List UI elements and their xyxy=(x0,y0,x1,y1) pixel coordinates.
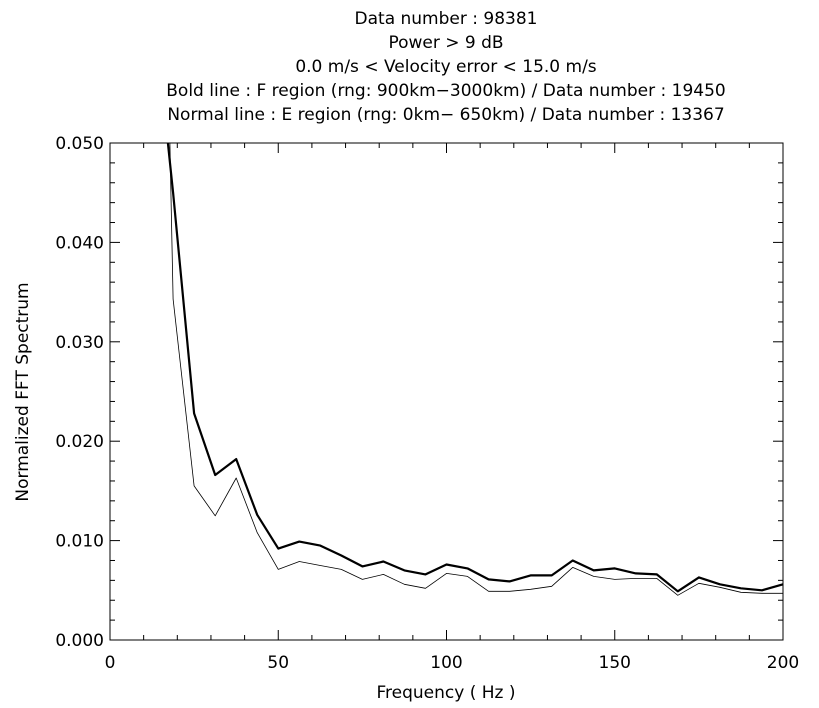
x-tick-label: 50 xyxy=(267,653,289,673)
y-tick-label: 0.000 xyxy=(55,631,104,651)
x-tick-label: 200 xyxy=(767,653,799,673)
y-tick-label: 0.020 xyxy=(55,432,104,452)
axis-tick-labels: 0 50 100 150 200 0.000 0.010 0.020 0.030 0.040 0.0… xyxy=(55,134,799,673)
title-line-3: 0.0 m/s < Velocity error < 15.0 m/s xyxy=(295,57,596,77)
x-tick-label: 0 xyxy=(105,653,116,673)
y-tick-label: 0.030 xyxy=(55,333,104,353)
title-line-5: Normal line : E region (rng: 0km− 650km)… xyxy=(167,105,724,125)
title-line-2: Power > 9 dB xyxy=(388,33,503,53)
y-axis-label: Normalized FFT Spectrum xyxy=(13,282,33,501)
title-line-1: Data number : 98381 xyxy=(355,9,538,29)
series-line-bold xyxy=(166,142,784,593)
series-line-normal xyxy=(169,142,783,596)
y-tick-label: 0.040 xyxy=(55,233,104,253)
x-tick-label: 100 xyxy=(430,653,462,673)
y-tick-label: 0.050 xyxy=(55,134,104,154)
chart-title-block: Data number : 98381 Power > 9 dB 0.0 m/s… xyxy=(166,9,725,125)
axis-ticks xyxy=(109,142,784,641)
y-tick-label: 0.010 xyxy=(55,532,104,552)
x-axis-label: Frequency ( Hz ) xyxy=(376,683,515,703)
title-line-4: Bold line : F region (rng: 900km−3000km)… xyxy=(166,81,725,101)
series-lines xyxy=(166,142,784,596)
x-tick-label: 150 xyxy=(599,653,631,673)
